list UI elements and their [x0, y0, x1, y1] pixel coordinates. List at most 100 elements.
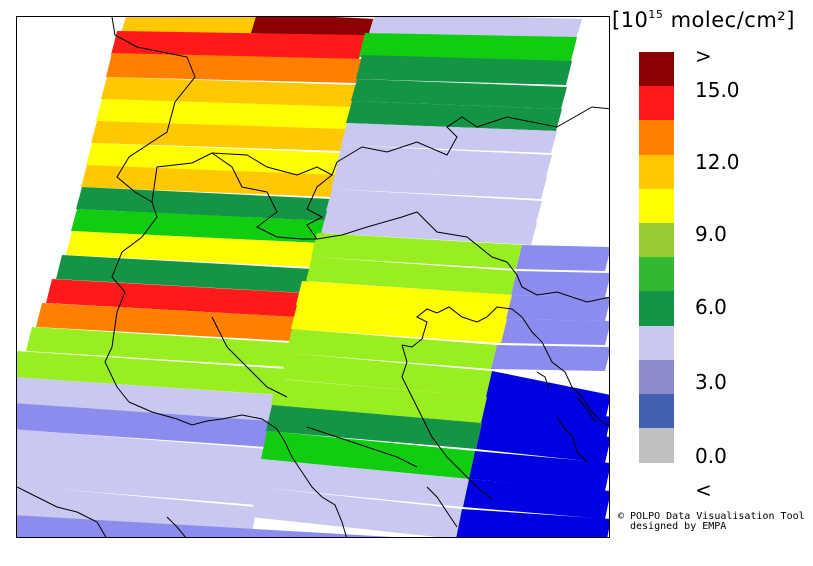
map-panel — [16, 16, 610, 538]
legend-swatch — [639, 188, 674, 224]
unit-exponent: 15 — [648, 8, 664, 21]
border-line — [211, 152, 317, 240]
swath-pixel — [17, 403, 272, 447]
swath-pixel — [251, 487, 462, 537]
legend-tick-label: 9.0 — [695, 222, 727, 246]
swath-pixel — [96, 99, 352, 129]
swath-pixel — [266, 405, 482, 449]
border-line — [111, 17, 338, 203]
border-line — [104, 201, 158, 403]
swath-pixel — [306, 257, 517, 295]
swath-pixel — [17, 429, 267, 477]
swath-pixel — [476, 423, 609, 463]
swath-pixel — [296, 281, 512, 319]
border-line — [301, 471, 347, 537]
swath-pixel — [71, 209, 327, 243]
unit-prefix: [10 — [612, 8, 649, 32]
legend-tick-label: 12.0 — [695, 150, 740, 174]
border-line — [306, 426, 418, 468]
swath-pixel — [321, 211, 537, 245]
legend-tick-label: < — [695, 478, 712, 502]
legend-swatch — [639, 428, 674, 463]
border-line — [211, 316, 288, 398]
swath-pixel — [291, 305, 507, 343]
swath-pixel — [56, 255, 312, 293]
credit-text: © POLPO Data Visualisation Tool designed… — [618, 512, 805, 532]
legend-swatch — [639, 52, 674, 87]
swath-pixel — [516, 245, 609, 271]
swath-pixel — [86, 143, 342, 175]
border-line — [17, 486, 107, 537]
border-line — [521, 316, 609, 427]
swath-pixel — [106, 53, 362, 83]
border-line — [166, 516, 186, 537]
legend-swatch — [639, 257, 674, 292]
swath-pixel — [66, 231, 317, 267]
swath-pixel — [286, 329, 497, 369]
border-line — [336, 106, 609, 163]
swath-pixel — [17, 485, 257, 537]
swath-pixel — [346, 101, 562, 131]
unit-suffix: molec/cm²] — [663, 8, 795, 32]
legend-swatch — [639, 154, 674, 190]
swath-pixel — [326, 189, 542, 223]
swath-pixel — [469, 451, 609, 491]
legend-tick-label: 15.0 — [695, 78, 740, 102]
swath-pixel — [101, 77, 357, 107]
legend-tick-label: 6.0 — [695, 295, 727, 319]
country-borders — [17, 17, 609, 537]
legend-swatch — [639, 223, 674, 258]
border-line — [426, 486, 458, 528]
swath-pixel — [331, 167, 547, 199]
credit-line-1: © POLPO Data Visualisation Tool — [618, 511, 805, 522]
no2-map — [17, 17, 609, 537]
legend-swatch — [639, 291, 674, 327]
swath-pixel — [17, 515, 393, 537]
swath-pixel — [486, 371, 609, 421]
border-line — [506, 261, 609, 303]
swath-pixel — [281, 353, 492, 397]
swath-pixel — [506, 295, 609, 321]
swath-pixel — [458, 519, 584, 537]
legend-tick-label: 0.0 — [695, 444, 727, 468]
swath-pixel — [17, 457, 262, 505]
swath-pixel — [311, 233, 522, 269]
legend-swatch — [639, 394, 674, 429]
border-line — [401, 344, 493, 500]
border-line — [128, 401, 303, 473]
swath-pixel — [511, 271, 609, 297]
border-line — [556, 416, 588, 463]
swath-pixel — [26, 327, 292, 367]
swath-pixel — [111, 31, 365, 59]
swath-pixel — [351, 79, 567, 109]
swath-pixel — [336, 145, 552, 177]
swath-pixel — [91, 121, 347, 151]
swath-pixel — [251, 17, 375, 39]
swath-pixel — [261, 431, 475, 479]
legend-unit-label: [1015 molec/cm²] — [612, 8, 795, 32]
swath-pixel — [369, 17, 582, 39]
legend-swatch — [639, 120, 674, 156]
swath-pixel — [46, 279, 302, 317]
satellite-swaths — [17, 17, 609, 537]
legend-swatch — [639, 325, 674, 361]
border-line — [401, 306, 523, 348]
swath-pixel — [17, 351, 287, 395]
swath-pixel — [463, 479, 609, 519]
swath-pixel — [359, 33, 577, 61]
swath-pixel — [481, 397, 609, 443]
swath-pixel — [256, 459, 469, 507]
swath-pixel — [81, 165, 337, 197]
legend-swatch — [639, 86, 674, 121]
border-line — [536, 371, 550, 390]
swath-pixel — [17, 377, 277, 421]
credit-line-2: designed by EMPA — [630, 521, 727, 532]
swath-pixel — [501, 319, 609, 345]
swath-pixel — [36, 303, 297, 341]
legend-tick-label: > — [695, 44, 712, 68]
border-line — [306, 174, 508, 263]
border-line — [576, 396, 596, 423]
legend-swatch — [639, 359, 674, 395]
legend-tick-label: 3.0 — [695, 370, 727, 394]
swath-pixel — [341, 123, 557, 153]
